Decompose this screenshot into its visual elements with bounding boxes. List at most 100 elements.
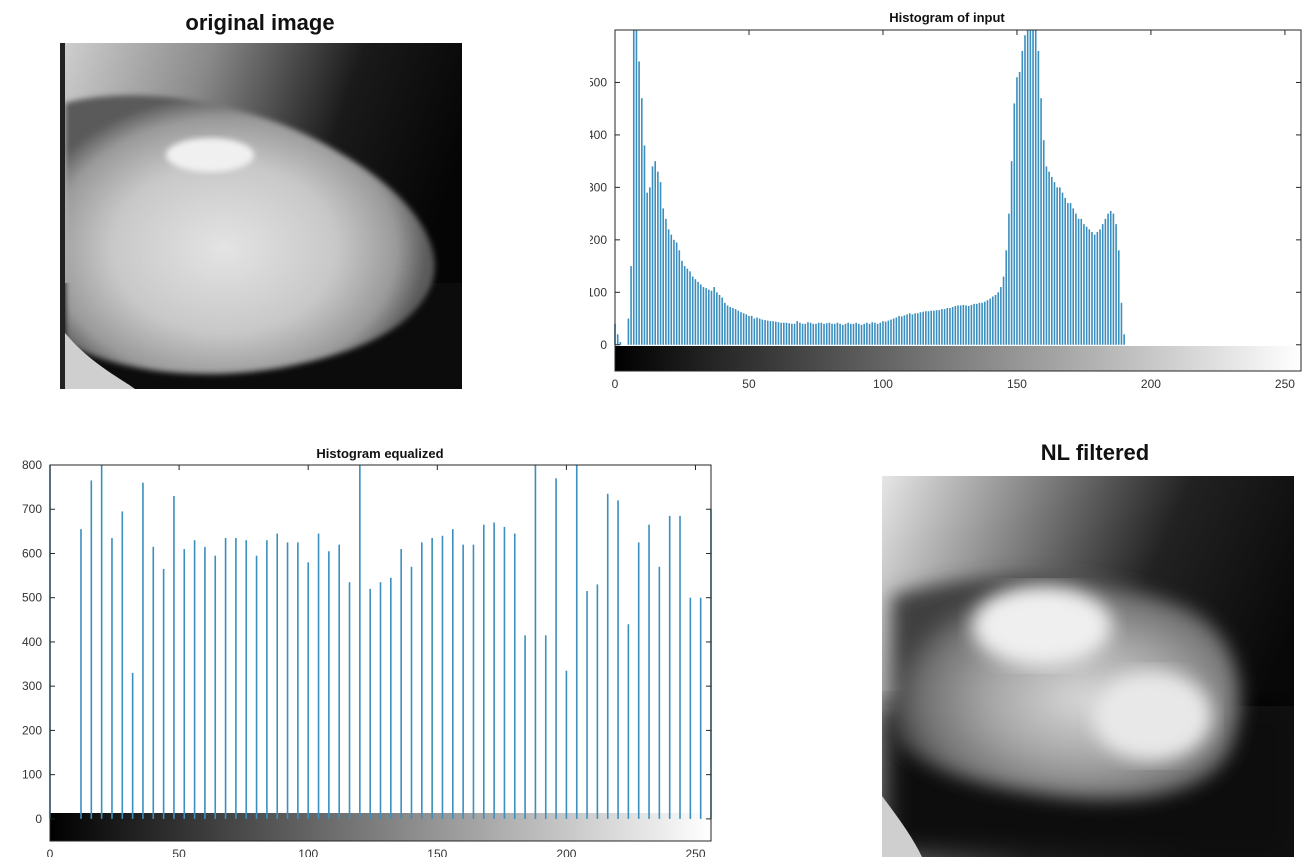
bar: [662, 208, 665, 345]
bar: [831, 323, 833, 345]
bar: [892, 318, 895, 345]
bar: [868, 323, 871, 345]
bar: [689, 597, 692, 819]
bar: [1056, 187, 1058, 345]
bar: [836, 322, 839, 345]
bar: [825, 323, 828, 345]
bar: [630, 266, 632, 345]
bar: [718, 294, 721, 345]
bar: [555, 478, 557, 819]
bar: [1109, 210, 1112, 345]
bar: [638, 61, 640, 345]
bar: [745, 314, 748, 345]
bar: [774, 321, 777, 345]
bar: [1107, 213, 1109, 345]
bar: [833, 323, 836, 345]
y-tick-label: 600: [22, 546, 42, 560]
bar: [721, 297, 723, 345]
bar: [632, 30, 635, 345]
bar: [844, 323, 847, 345]
bar: [1099, 229, 1101, 345]
bar: [847, 322, 849, 345]
bar: [710, 290, 713, 345]
bar: [866, 322, 868, 345]
bar: [943, 309, 946, 345]
y-tick-label: 200: [590, 233, 607, 247]
bar: [973, 303, 975, 345]
y-tick-label: 0: [35, 812, 42, 826]
bar: [328, 551, 330, 819]
bar: [657, 171, 659, 345]
bar: [596, 584, 599, 819]
bar: [922, 311, 924, 345]
bar: [914, 313, 916, 345]
bar: [348, 582, 351, 819]
bar: [651, 166, 654, 345]
bar: [451, 529, 454, 819]
bar: [761, 319, 764, 345]
bar: [1013, 103, 1016, 345]
bar: [379, 582, 382, 819]
y-tick-label: 0: [600, 338, 607, 352]
bar: [276, 533, 279, 819]
bar: [503, 526, 506, 819]
y-tick-label: 300: [22, 679, 42, 693]
bar: [1008, 213, 1010, 345]
bar: [1077, 218, 1080, 345]
bar: [544, 635, 547, 819]
bar: [882, 321, 884, 345]
bar: [764, 320, 766, 345]
bar: [659, 182, 662, 345]
bar: [796, 321, 799, 345]
bar: [1080, 218, 1083, 345]
bar: [400, 549, 402, 819]
x-tick-label: 50: [172, 847, 186, 857]
nl-filtered-image: [882, 476, 1294, 857]
bar: [705, 288, 707, 345]
bar: [930, 310, 933, 345]
bar: [823, 323, 825, 345]
bar: [1045, 166, 1048, 345]
bar: [1010, 161, 1013, 345]
bar: [1018, 71, 1021, 345]
bar: [734, 309, 737, 345]
bar: [658, 566, 661, 819]
bar: [646, 192, 648, 345]
bar: [1120, 302, 1123, 345]
bar: [173, 495, 175, 819]
bar: [783, 322, 785, 345]
bar: [766, 320, 769, 345]
bar: [1005, 250, 1008, 345]
bar: [933, 310, 935, 345]
bar: [951, 306, 954, 345]
bar: [245, 540, 248, 819]
bar: [903, 315, 906, 345]
axes-frame: [614, 29, 1302, 372]
bar: [665, 218, 667, 345]
bar: [534, 465, 537, 819]
y-tick-label: 100: [22, 768, 42, 782]
bar: [750, 315, 753, 345]
bar: [224, 537, 227, 819]
bar: [1085, 226, 1088, 345]
bar: [686, 268, 689, 345]
bar: [898, 315, 900, 345]
bar: [390, 577, 392, 819]
bar: [777, 322, 780, 345]
bar: [1000, 287, 1002, 345]
bar: [1016, 77, 1018, 345]
bar: [667, 229, 670, 345]
bar: [606, 493, 609, 819]
bar: [807, 322, 809, 345]
bar: [828, 322, 831, 345]
bar: [858, 323, 860, 345]
bar: [793, 323, 796, 345]
bar: [737, 310, 740, 345]
bar: [1037, 50, 1040, 345]
bar: [1024, 35, 1026, 345]
bar: [994, 294, 997, 345]
bar: [959, 305, 962, 345]
bar: [983, 301, 986, 345]
bar: [421, 542, 423, 819]
bar: [1075, 213, 1077, 345]
